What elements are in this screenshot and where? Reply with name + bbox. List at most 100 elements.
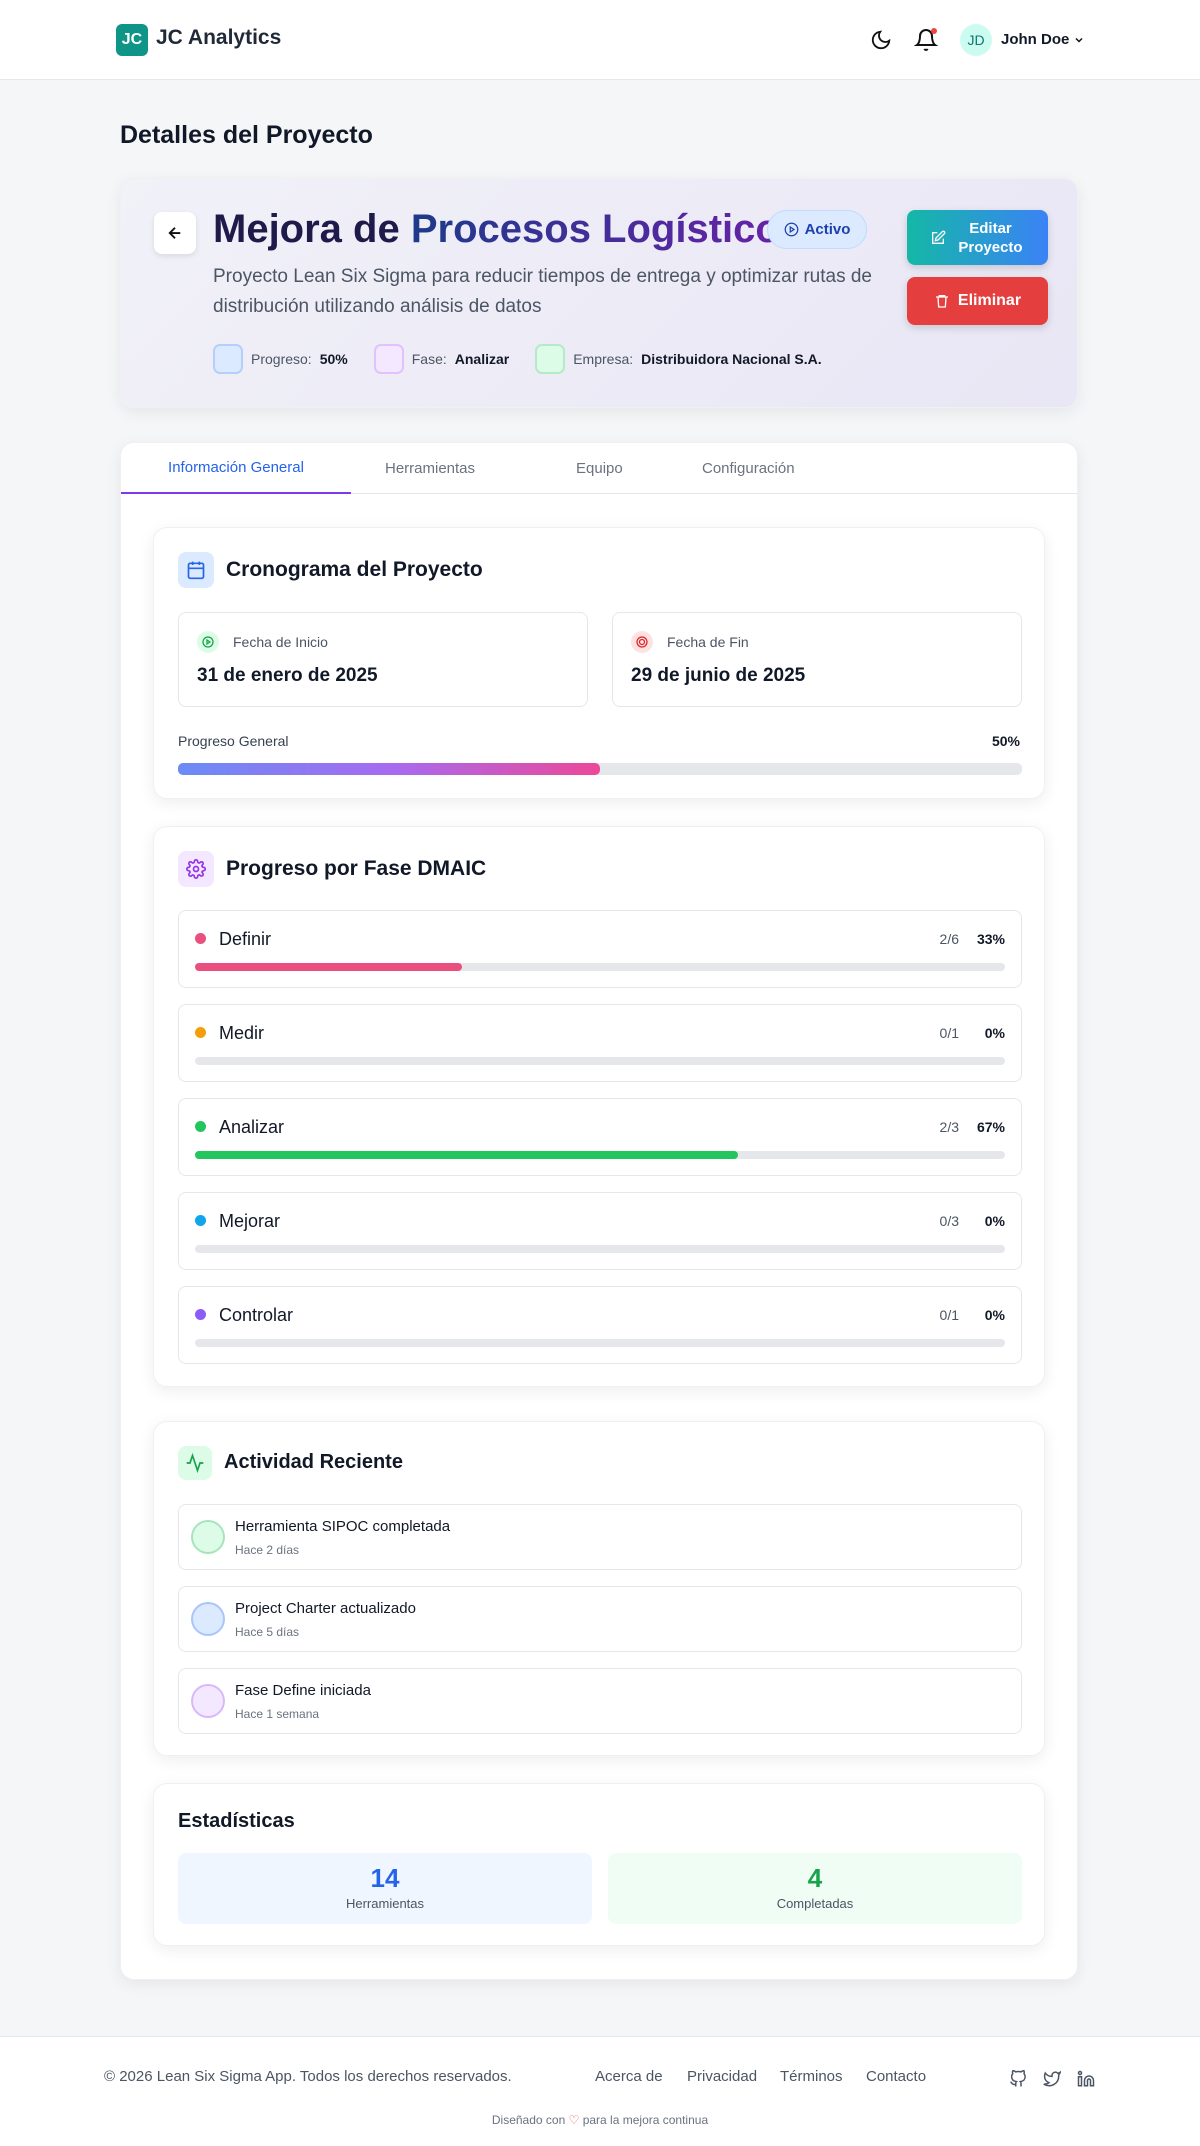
github[interactable] bbox=[1009, 2070, 1027, 2088]
tab-label[interactable]: Configuración bbox=[702, 460, 795, 477]
twitter[interactable] bbox=[1043, 2070, 1061, 2088]
tab[interactable]: Equipo bbox=[542, 443, 722, 494]
title-part: Procesos Logísticos bbox=[410, 207, 803, 251]
edit-label[interactable]: Editar Proyecto bbox=[958, 219, 1023, 256]
phase-count: 2/3 bbox=[939, 1119, 959, 1135]
meta-item: Empresa: Distribuidora Nacional S.A. bbox=[535, 344, 822, 374]
notifications[interactable] bbox=[914, 28, 938, 52]
phase-percent: 0% bbox=[984, 1025, 1005, 1041]
meta-icon bbox=[535, 344, 566, 374]
brand[interactable]: JC Analytics bbox=[156, 26, 282, 49]
icon bbox=[178, 1446, 212, 1480]
stats-card: Estadísticas 14 Herramientas 4 Completadas bbox=[153, 1783, 1045, 1946]
phase-count: 0/3 bbox=[939, 1213, 959, 1229]
user-name[interactable]: John Doe bbox=[1001, 31, 1070, 48]
activity-icon bbox=[191, 1684, 225, 1718]
phase-dot bbox=[195, 933, 206, 944]
activity-card: Actividad Reciente Herramienta SIPOC com… bbox=[153, 1421, 1045, 1756]
phase-item: Medir 0/1 0% bbox=[178, 1004, 1022, 1082]
phase-track bbox=[195, 1339, 1005, 1347]
phase-percent: 0% bbox=[984, 1213, 1005, 1229]
phase-bar bbox=[195, 963, 463, 971]
edit-button[interactable]: Editar Proyecto bbox=[907, 210, 1048, 265]
meta-icon bbox=[213, 344, 243, 374]
credit-text: para la mejora continua bbox=[582, 2113, 709, 2127]
meta-label: Progreso: bbox=[251, 351, 312, 367]
theme-toggle[interactable] bbox=[870, 29, 892, 51]
icon bbox=[197, 631, 219, 653]
footer: © 2026 Lean Six Sigma App. Todos los der… bbox=[0, 2036, 1200, 2146]
section-title: Progreso por Fase DMAIC bbox=[226, 857, 487, 880]
meta-icon bbox=[373, 344, 404, 374]
phase-item: Analizar 2/3 67% bbox=[178, 1098, 1022, 1176]
tab[interactable]: Herramientas bbox=[351, 443, 531, 494]
chevron[interactable] bbox=[1073, 34, 1085, 46]
icon bbox=[178, 552, 214, 588]
footer-link[interactable]: Términos bbox=[780, 2068, 843, 2085]
date-box: Fecha de Inicio 31 de enero de 2025 bbox=[178, 612, 588, 707]
tabs-panel: Información General Herramientas Equipo Con… bbox=[120, 442, 1078, 1980]
phase-track bbox=[195, 1151, 1005, 1159]
date: 31 de enero de 2025 bbox=[197, 665, 378, 686]
tab[interactable]: Información General bbox=[121, 443, 351, 494]
date: 29 de junio de 2025 bbox=[631, 665, 806, 686]
meta-value: Analizar bbox=[454, 351, 510, 367]
phase-name: Medir bbox=[219, 1023, 265, 1043]
activity-icon bbox=[191, 1602, 225, 1636]
stat-label: Herramientas bbox=[345, 1896, 425, 1911]
phase-name: Controlar bbox=[219, 1305, 294, 1325]
progress-bar bbox=[178, 763, 600, 775]
phase-percent: 67% bbox=[976, 1119, 1005, 1135]
tab-label[interactable]: Información General bbox=[168, 459, 304, 476]
stat-value: 4 bbox=[807, 1863, 823, 1893]
back-button[interactable] bbox=[154, 212, 196, 254]
phase-percent: 33% bbox=[976, 931, 1005, 947]
tab-bar: Información General Herramientas Equipo Con… bbox=[121, 443, 1077, 494]
activity-time: Hace 2 días bbox=[235, 1543, 300, 1557]
progress-track bbox=[178, 763, 1022, 775]
section-title: Actividad Reciente bbox=[224, 1451, 403, 1473]
project-hero: Mejora de Procesos Logísticos Activo Edi… bbox=[120, 178, 1078, 408]
avatar[interactable]: JD bbox=[960, 24, 992, 56]
description: Proyecto Lean Six Sigma para reducir tie… bbox=[213, 266, 872, 317]
linkedin[interactable] bbox=[1077, 2070, 1095, 2088]
credit-text: Diseñado con bbox=[491, 2113, 566, 2127]
logo[interactable]: JC bbox=[116, 24, 148, 56]
section-title: Cronograma del Proyecto bbox=[226, 558, 483, 581]
stat-value: 14 bbox=[370, 1863, 400, 1893]
footer-link[interactable]: Privacidad bbox=[687, 2068, 758, 2085]
phase-count: 0/1 bbox=[939, 1307, 959, 1323]
copyright: © 2026 Lean Six Sigma App. Todos los der… bbox=[104, 2068, 512, 2085]
activity-text: Fase Define iniciada bbox=[235, 1682, 371, 1699]
tab[interactable]: Configuración bbox=[668, 443, 848, 494]
tab-label[interactable]: Herramientas bbox=[385, 460, 476, 477]
meta-value: 50% bbox=[319, 351, 348, 367]
footer-link[interactable]: Acerca de bbox=[595, 2068, 663, 2085]
meta-value: Distribuidora Nacional S.A. bbox=[641, 351, 822, 367]
progress-value: 50% bbox=[991, 733, 1020, 749]
phase-dot bbox=[195, 1309, 206, 1320]
delete-button[interactable]: Eliminar bbox=[907, 277, 1048, 325]
progress-label: Progreso General bbox=[178, 733, 289, 749]
meta-item: Fase: Analizar bbox=[373, 344, 510, 374]
tab-label[interactable]: Equipo bbox=[576, 460, 623, 477]
phase-item: Controlar 0/1 0% bbox=[178, 1286, 1022, 1364]
activity-item: Project Charter actualizado Hace 5 días bbox=[178, 1586, 1022, 1652]
date-box: Fecha de Fin 29 de junio de 2025 bbox=[612, 612, 1022, 707]
activity-icon bbox=[191, 1520, 225, 1554]
icon bbox=[631, 631, 653, 653]
delete-label[interactable]: Eliminar bbox=[957, 292, 1022, 309]
stat-label: Completadas bbox=[776, 1896, 854, 1911]
meta-item: Progreso: 50% bbox=[213, 344, 348, 374]
footer-link[interactable]: Contacto bbox=[866, 2068, 927, 2085]
phase-item: Definir 2/6 33% bbox=[178, 910, 1022, 988]
project-title: Mejora de Procesos Logísticos bbox=[213, 207, 802, 252]
credit: Diseñado con ♡ para la mejora continua bbox=[491, 2113, 709, 2127]
meta-label: Fase: bbox=[411, 351, 447, 367]
stat-box: 14 Herramientas bbox=[178, 1853, 592, 1924]
date-label: Fecha de Fin bbox=[667, 634, 749, 650]
phase-dot bbox=[195, 1027, 206, 1038]
phase-name: Analizar bbox=[219, 1117, 285, 1137]
activity-text: Herramienta SIPOC completada bbox=[235, 1518, 451, 1535]
